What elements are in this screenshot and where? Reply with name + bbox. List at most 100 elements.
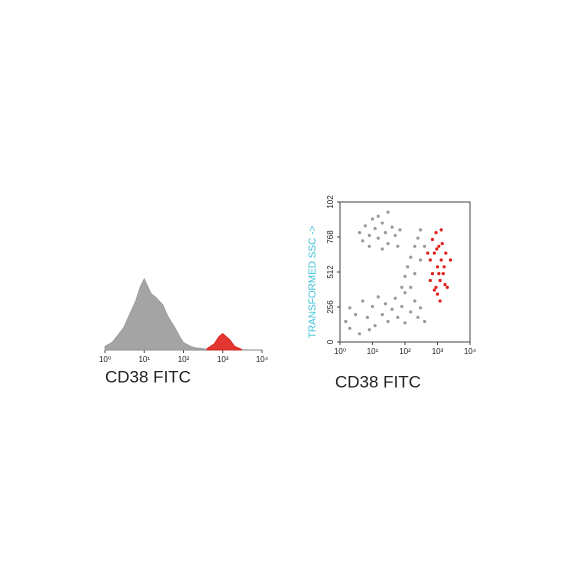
scatter-point [409, 285, 413, 289]
scatter-point [386, 210, 390, 214]
scatter-point [398, 228, 402, 232]
scatter-point [353, 313, 358, 317]
x-tick-label: 10¹ [138, 355, 150, 364]
scatter-point [396, 315, 400, 319]
scatter-point [428, 278, 432, 283]
scatter-point [403, 274, 407, 278]
scatter-point [418, 258, 423, 262]
scatter-point [434, 231, 438, 235]
scatter-point [428, 258, 432, 262]
scatter-point [390, 307, 394, 311]
scatter-point [373, 226, 377, 231]
x-axis-label: CD38 FITC [335, 372, 421, 391]
scatter-point [367, 233, 371, 237]
histogram-area [206, 332, 242, 351]
scatter-point [438, 278, 442, 283]
scatter-point [403, 321, 407, 325]
scatter-point [383, 302, 388, 306]
scatter-point [376, 295, 380, 299]
scatter-point [363, 224, 367, 228]
scatter-point [435, 265, 440, 269]
scatter-point [361, 299, 365, 303]
y-axis-label: TRANSFORMED SSC -> [308, 226, 319, 339]
scatter-point [435, 247, 439, 251]
scatter-point [409, 310, 413, 314]
x-tick-label: 10¹ [367, 347, 379, 356]
scatter-point [365, 315, 370, 319]
scatter-point [437, 272, 441, 276]
scatter-point [438, 299, 442, 303]
x-tick-label: 10⁰ [334, 347, 346, 356]
scatter-point [442, 265, 446, 269]
x-tick-label: 10³ [432, 347, 444, 356]
scatter-point [383, 231, 388, 235]
scatter-point [435, 292, 440, 296]
x-tick-label: 10² [178, 355, 190, 364]
x-axis-label: CD38 FITC [105, 367, 191, 386]
x-tick-label: 10⁴ [256, 355, 269, 364]
scatter-point [386, 241, 390, 246]
scatter-point [396, 244, 400, 248]
scatter-point [439, 228, 443, 232]
scatter-point [422, 244, 427, 248]
scatter-point [448, 258, 453, 262]
scatter-point [444, 251, 448, 255]
scatter-point [426, 251, 430, 255]
scatter-point [416, 315, 420, 319]
x-tick-label: 10³ [217, 355, 229, 364]
scatter-point [422, 319, 427, 324]
scatter-point [386, 319, 390, 324]
scatter-point [373, 323, 377, 328]
scatter-point [380, 313, 384, 317]
histogram-area [104, 277, 263, 351]
y-tick-label: 512 [326, 265, 335, 279]
scatter-point [348, 326, 352, 330]
scatter-point [380, 221, 384, 225]
scatter-point [400, 285, 404, 289]
scatter-point [418, 306, 423, 310]
scatter-point [439, 258, 443, 262]
scatter-point [357, 332, 362, 336]
scatter-point [393, 233, 397, 237]
scatter-point [437, 244, 441, 248]
scatter-point [367, 244, 371, 248]
scatter-point [357, 231, 362, 235]
scatter-point [367, 328, 371, 332]
scatter-point [348, 306, 352, 310]
scatter-point [361, 239, 365, 243]
y-tick-label: 102 [326, 195, 335, 209]
scatter-point [418, 228, 423, 232]
scatter-point [416, 236, 420, 240]
x-tick-label: 10⁰ [99, 355, 111, 364]
scatter-point [413, 272, 417, 276]
scatter-point [413, 244, 417, 248]
scatter-point [376, 214, 380, 218]
scatter-point [413, 299, 417, 303]
scatter-point [403, 291, 407, 295]
scatter-point [430, 237, 435, 242]
plot-frame [339, 201, 471, 343]
scatter-point [380, 247, 384, 251]
scatter-point [432, 288, 436, 292]
x-tick-label: 10⁴ [464, 347, 477, 356]
scatter-point [430, 272, 435, 276]
scatter-point [441, 272, 445, 276]
y-tick-label: 0 [326, 339, 335, 344]
scatter-point [370, 217, 375, 221]
y-tick-label: 768 [326, 230, 335, 244]
scatter-point [405, 265, 410, 269]
scatter-point [376, 236, 380, 240]
scatter-point [370, 304, 375, 309]
scatter-point [432, 251, 436, 255]
scatter-point [344, 319, 348, 324]
scatter-point [434, 285, 438, 289]
scatter-point [400, 304, 404, 309]
scatter-point [445, 285, 449, 289]
y-tick-label: 256 [326, 300, 335, 314]
scatter-point [393, 296, 397, 300]
x-tick-label: 10² [399, 347, 411, 356]
scatter-point [390, 225, 394, 229]
scatter-point [409, 255, 413, 259]
